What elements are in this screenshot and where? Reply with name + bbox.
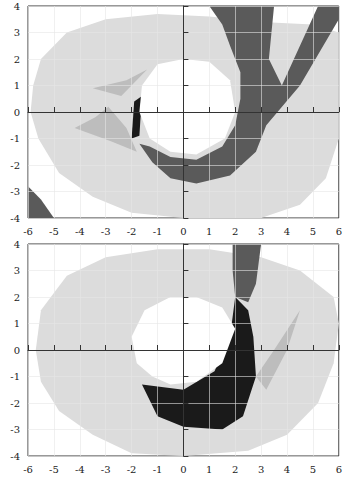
svg-text:-6: -6 [23, 226, 33, 237]
svg-text:4: 4 [284, 464, 290, 475]
svg-text:3: 3 [14, 27, 20, 38]
svg-text:2: 2 [232, 226, 238, 237]
svg-text:-2: -2 [127, 226, 137, 237]
svg-text:3: 3 [258, 226, 264, 237]
svg-text:2: 2 [232, 464, 238, 475]
svg-text:5: 5 [310, 226, 316, 237]
svg-text:1: 1 [14, 80, 20, 91]
svg-text:-3: -3 [101, 464, 111, 475]
svg-text:0: 0 [14, 345, 20, 356]
svg-text:1: 1 [14, 318, 20, 329]
svg-text:-3: -3 [101, 226, 111, 237]
svg-text:4: 4 [284, 226, 290, 237]
svg-text:6: 6 [336, 226, 342, 237]
svg-text:4: 4 [14, 1, 20, 12]
svg-text:-3: -3 [10, 186, 20, 197]
svg-text:-1: -1 [153, 464, 163, 475]
svg-text:-1: -1 [10, 133, 20, 144]
svg-text:1: 1 [206, 226, 212, 237]
svg-text:5: 5 [310, 464, 316, 475]
svg-text:-2: -2 [10, 398, 20, 409]
svg-text:-5: -5 [49, 464, 59, 475]
svg-text:-6: -6 [23, 464, 33, 475]
svg-text:1: 1 [206, 464, 212, 475]
svg-text:6: 6 [336, 464, 342, 475]
svg-text:-2: -2 [10, 160, 20, 171]
svg-text:2: 2 [14, 292, 20, 303]
svg-text:-4: -4 [75, 464, 85, 475]
svg-text:-4: -4 [10, 213, 20, 224]
svg-text:0: 0 [180, 464, 186, 475]
svg-text:3: 3 [14, 265, 20, 276]
svg-text:-4: -4 [10, 451, 20, 462]
svg-text:-5: -5 [49, 226, 59, 237]
svg-text:2: 2 [14, 54, 20, 65]
svg-text:3: 3 [258, 464, 264, 475]
svg-text:0: 0 [180, 226, 186, 237]
svg-text:-3: -3 [10, 424, 20, 435]
svg-text:-4: -4 [75, 226, 85, 237]
svg-text:-1: -1 [153, 226, 163, 237]
svg-text:-1: -1 [10, 371, 20, 382]
svg-text:-2: -2 [127, 464, 137, 475]
svg-text:0: 0 [14, 107, 20, 118]
svg-text:4: 4 [14, 239, 20, 250]
